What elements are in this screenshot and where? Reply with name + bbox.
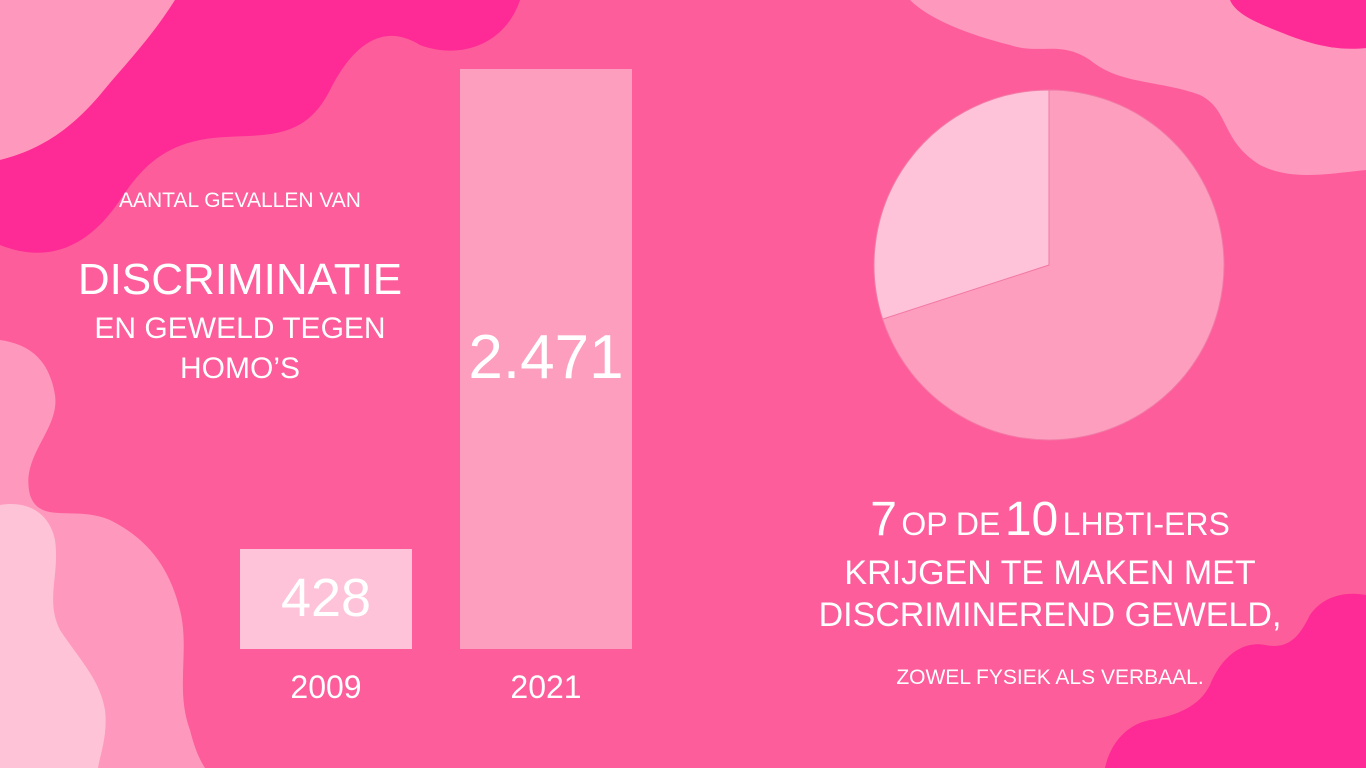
statement-line3: DISCRIMINEREND GEWELD,	[818, 596, 1282, 634]
statement-line2: KRIJGEN TE MAKEN MET	[844, 554, 1256, 592]
chart-title-line2: EN GEWELD TEGEN	[94, 312, 386, 345]
wave-top-right-dark	[1230, 0, 1366, 49]
bar-2021: 2.471	[460, 69, 632, 649]
bar-value-label-2009: 428	[280, 568, 372, 628]
bar-2009: 428	[240, 549, 412, 649]
chart-title-line1: DISCRIMINATIE	[77, 255, 403, 304]
statement-word-lhbti: LHBTI-ERS	[1062, 506, 1230, 542]
statement-number-7: 7	[870, 493, 897, 546]
pie-slice-major	[881, 89, 1225, 441]
statement-line1: 7 OP DE 10 LHBTI-ERS	[790, 496, 1310, 544]
wave-bottom-left-lightest	[0, 504, 106, 768]
pie-slice-minor	[873, 89, 1050, 320]
statement-number-10: 10	[1004, 493, 1059, 546]
bar-category-label-2009: 2009	[290, 669, 362, 705]
wave-bottom-right-dark	[1105, 593, 1366, 768]
bar-value-label-2021: 2.471	[468, 323, 624, 392]
wave-top-left-dark	[0, 0, 520, 253]
statement-note: ZOWEL FYSIEK ALS VERBAAL.	[896, 666, 1204, 689]
wave-top-right-light	[910, 0, 1366, 175]
bar-category-label-2021: 2021	[510, 669, 582, 705]
chart-title-line3: HOMO’S	[180, 352, 300, 385]
statement-word-op-de: OP DE	[901, 506, 1001, 542]
wave-top-left-light	[0, 0, 175, 160]
chart-subtitle: AANTAL GEVALLEN VAN	[119, 189, 361, 212]
